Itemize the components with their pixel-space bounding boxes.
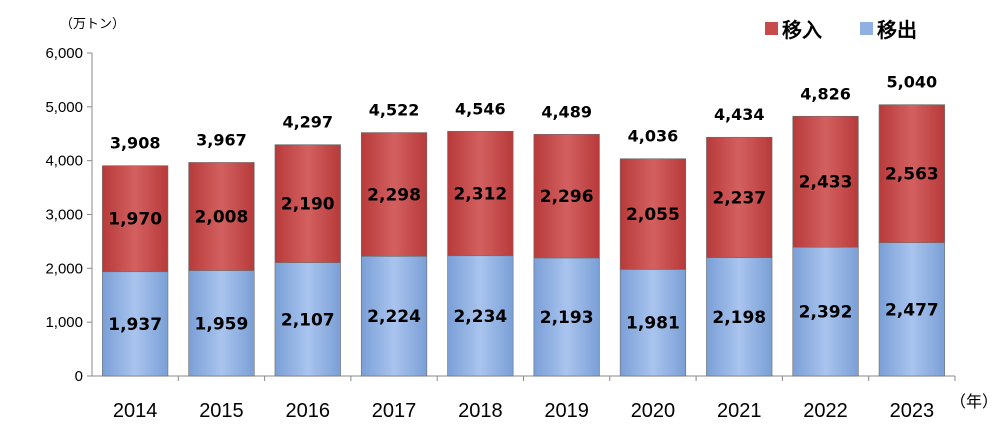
y-tick-label: 6,000 — [45, 45, 83, 62]
bar-segment-inflow — [706, 136, 773, 258]
bar-segment-outflow — [447, 255, 514, 377]
data-label-inflow: 2,008 — [195, 207, 249, 227]
legend-swatch-inflow — [765, 22, 778, 35]
data-label-total: 4,489 — [541, 102, 592, 121]
data-label-inflow: 2,312 — [453, 185, 507, 205]
x-tick-label: 2016 — [286, 400, 331, 422]
x-tick-label: 2018 — [458, 400, 503, 422]
data-label-total: 4,522 — [369, 101, 420, 120]
x-tick-label: 2022 — [803, 400, 848, 422]
x-tick-label: 2015 — [199, 400, 244, 422]
y-tick-label: 1,000 — [45, 314, 83, 331]
y-tick-label: 5,000 — [45, 99, 83, 116]
x-unit-label: （年） — [950, 392, 998, 411]
x-tick-label: 2021 — [717, 400, 762, 422]
y-tick-label: 2,000 — [45, 260, 83, 277]
x-tick-label: 2019 — [544, 400, 589, 422]
data-label-outflow: 2,392 — [799, 303, 853, 323]
bar-segment-inflow — [102, 165, 169, 273]
x-tick-label: 2023 — [890, 400, 935, 422]
legend-swatch-outflow — [860, 22, 873, 35]
bar-segment-inflow — [360, 132, 428, 257]
bar-segment-inflow — [533, 134, 600, 259]
data-label-total: 5,040 — [887, 73, 938, 92]
data-label-total: 4,297 — [282, 113, 333, 132]
legend: 移入 移出 — [765, 18, 917, 42]
data-label-outflow: 1,981 — [626, 314, 680, 334]
data-label-total: 3,908 — [110, 134, 161, 153]
bar-segment-outflow — [102, 271, 169, 377]
data-label-outflow: 2,193 — [540, 308, 594, 328]
bar-segment-outflow — [792, 246, 859, 377]
bar-segment-inflow — [188, 162, 255, 271]
bar-segment-inflow — [792, 115, 859, 248]
data-label-total: 4,036 — [628, 127, 679, 146]
legend-label-outflow: 移出 — [877, 18, 917, 42]
bar-segment-outflow — [619, 269, 687, 377]
data-label-inflow: 2,298 — [367, 185, 421, 205]
data-label-outflow: 1,937 — [108, 315, 162, 335]
bar-segment-outflow — [533, 257, 600, 377]
y-tick-label: 0 — [75, 368, 83, 385]
data-label-inflow: 1,970 — [108, 210, 162, 230]
bar-segment-outflow — [360, 255, 428, 377]
data-label-outflow: 2,477 — [885, 300, 939, 320]
data-label-outflow: 1,959 — [195, 314, 249, 334]
data-label-outflow: 2,224 — [367, 307, 421, 327]
bars — [102, 104, 945, 377]
data-label-inflow: 2,296 — [540, 187, 594, 207]
data-label-inflow: 2,237 — [712, 188, 766, 208]
data-label-outflow: 2,234 — [453, 307, 507, 327]
x-tick-label: 2017 — [372, 400, 417, 422]
bar-segment-inflow — [447, 130, 514, 257]
bar-segment-outflow — [188, 270, 255, 377]
bar-segment-inflow — [619, 158, 687, 270]
data-label-total: 4,434 — [714, 105, 765, 124]
bar-segment-inflow — [274, 144, 341, 263]
x-tick-label: 2014 — [113, 400, 158, 422]
axes: 0 1,000 2,000 3,000 4,000 5,000 6,000 — [45, 45, 956, 385]
data-label-outflow: 2,198 — [712, 308, 766, 328]
y-tick-label: 4,000 — [45, 153, 83, 170]
bar-segment-outflow — [878, 242, 945, 377]
y-unit-label: （万トン） — [60, 17, 125, 32]
x-tick-label: 2020 — [631, 400, 676, 422]
bar-segment-outflow — [706, 257, 773, 377]
y-tick-label: 3,000 — [45, 207, 83, 224]
data-label-outflow: 2,107 — [281, 310, 335, 330]
data-label-inflow: 2,563 — [885, 165, 939, 185]
data-label-inflow: 2,190 — [281, 195, 335, 215]
data-label-total: 4,546 — [455, 99, 506, 118]
data-label-inflow: 2,433 — [799, 173, 853, 193]
labels: 1,937 1,970 3,908 2014 1,959 2,008 3,967 2015 2,… — [108, 73, 938, 422]
bar-segment-inflow — [878, 104, 945, 243]
data-label-inflow: 2,055 — [626, 205, 680, 225]
legend-label-inflow: 移入 — [782, 18, 822, 42]
data-label-total: 3,967 — [196, 130, 247, 149]
data-label-total: 4,826 — [800, 84, 851, 103]
